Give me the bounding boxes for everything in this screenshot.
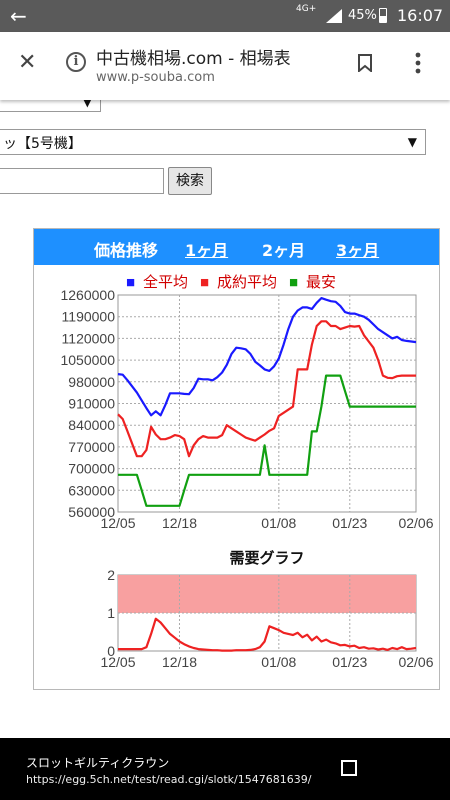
search-button[interactable]: 検索 — [168, 167, 212, 195]
legend-label-1: 成約平均 — [217, 274, 277, 291]
y-tick-label: 1260000 — [60, 287, 115, 303]
y-tick-label: 840000 — [68, 417, 115, 433]
y-tick-label: 770000 — [68, 439, 115, 455]
legend-marker-2: ■ — [289, 274, 298, 291]
y-tick-label: 0 — [107, 643, 115, 659]
battery-icon — [379, 8, 387, 23]
charts-svg: ■ 全平均 ■ 成約平均 ■ 最安 1260000 1190000 1120000 1050000… — [60, 273, 433, 670]
legend-marker-0: ■ — [126, 274, 135, 291]
y-tick-label: 910000 — [68, 396, 115, 412]
chart-title: 需要グラフ — [229, 549, 304, 567]
price-chart-panel: 価格推移 1ヶ月 2ヶ月 3ヶ月 ■ 全平均 ■ 成約平均 ■ 最安 1260000 1190… — [33, 228, 440, 690]
bottom-title: スロットギルティクラウン — [26, 756, 170, 770]
close-icon[interactable]: ✕ — [18, 50, 37, 75]
square-icon[interactable] — [341, 760, 357, 776]
x-tick-label: 12/18 — [162, 515, 197, 531]
browser-toolbar: ✕ i 中古機相場.com - 相場表 www.p-souba.com — [0, 32, 450, 100]
chart-header: 価格推移 1ヶ月 2ヶ月 3ヶ月 — [34, 229, 439, 265]
x-tick-label: 02/06 — [398, 654, 433, 670]
page-url: www.p-souba.com — [96, 70, 215, 85]
machine-select[interactable]: ッ【5号機】 ▼ — [0, 129, 426, 155]
more-vert-icon[interactable] — [414, 51, 422, 75]
y-tick-label: 1 — [107, 605, 115, 621]
clock: 16:07 — [397, 6, 444, 25]
x-tick-label: 12/05 — [100, 654, 135, 670]
battery-percent: 45% — [348, 8, 377, 23]
period-3m-link[interactable]: 3ヶ月 — [336, 241, 380, 260]
x-tick-label: 01/08 — [261, 515, 296, 531]
x-tick-label: 01/08 — [261, 654, 296, 670]
y-tick-label: 2 — [107, 567, 115, 583]
back-arrow-icon[interactable]: ← — [10, 4, 27, 28]
y-tick-label: 1190000 — [62, 309, 116, 325]
network-indicator: 4G+ — [296, 4, 317, 14]
demand-band — [118, 575, 416, 613]
chart-header-title: 価格推移 — [94, 241, 159, 260]
status-bar: ← 4G+ 45% 16:07 — [0, 0, 450, 32]
info-icon[interactable]: i — [66, 52, 86, 72]
series-line-2 — [118, 374, 416, 507]
page-title: 中古機相場.com - 相場表 — [96, 49, 291, 69]
search-input[interactable] — [0, 168, 164, 194]
y-tick-label: 1050000 — [60, 352, 115, 368]
y-tick-label: 980000 — [68, 374, 115, 390]
x-tick-label: 12/05 — [100, 515, 135, 531]
bookmark-icon[interactable] — [358, 54, 372, 72]
series-line-0 — [118, 617, 417, 652]
y-tick-label: 560000 — [68, 504, 115, 520]
legend-label-2: 最安 — [306, 274, 336, 291]
dropdown-arrow-icon: ▼ — [82, 95, 92, 109]
x-tick-label: 02/06 — [398, 515, 433, 531]
series-line-0 — [117, 296, 417, 417]
legend-label-0: 全平均 — [143, 273, 188, 291]
bottom-url[interactable]: https://egg.5ch.net/test/read.cgi/slotk/… — [26, 773, 312, 786]
category-select[interactable]: ▼ — [0, 95, 101, 112]
x-tick-label: 12/18 — [162, 654, 197, 670]
y-tick-label: 1120000 — [62, 330, 116, 346]
machine-select-value: ッ【5号機】 — [3, 136, 82, 152]
legend-marker-1: ■ — [200, 274, 209, 291]
y-tick-label: 700000 — [68, 461, 115, 477]
x-tick-label: 01/23 — [332, 654, 367, 670]
bottom-bar: スロットギルティクラウン https://egg.5ch.net/test/re… — [0, 738, 450, 800]
period-1m-link[interactable]: 1ヶ月 — [185, 241, 229, 260]
period-2m-label: 2ヶ月 — [262, 241, 306, 260]
signal-icon — [326, 9, 342, 23]
x-tick-label: 01/23 — [332, 515, 367, 531]
y-tick-label: 630000 — [68, 482, 115, 498]
dropdown-arrow-icon: ▼ — [407, 135, 417, 149]
series-line-1 — [117, 320, 416, 458]
